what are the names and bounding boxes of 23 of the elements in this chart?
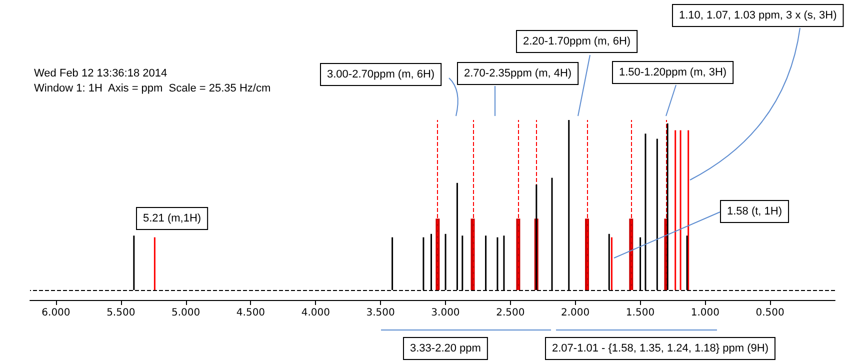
text: 1.50-1.20ppm (m, 3H)	[619, 66, 727, 78]
x-tick-label: 3.000	[431, 308, 460, 318]
text: 2.07-1.01 - {1.58, 1.35, 1.24, 1.18} ppm (9H)	[552, 342, 768, 354]
text: Wed Feb 12 13:36:18 2014	[34, 68, 168, 80]
x-tick-label: 5.500	[106, 308, 136, 318]
x-tick-label: 6.000	[42, 308, 70, 318]
text: 3.00-2.70ppm (m, 6H)	[327, 68, 435, 80]
x-tick-label: 4.000	[301, 308, 330, 318]
x-tick-label: 2.000	[561, 308, 590, 318]
annotation: 1.58 (t, 1H)	[727, 206, 782, 218]
x-tick-label: 0.500	[756, 308, 784, 318]
text: 3.33-2.20 ppm	[410, 342, 481, 354]
text: Window 1: 1H Axis = ppm Scale = 25.35 Hz/cm	[34, 82, 271, 94]
text: 1.10, 1.07, 1.03 ppm, 3 x (s, 3H)	[679, 10, 837, 22]
text: 2.70-2.35ppm (m, 4H)	[464, 68, 572, 80]
text: 2.20-1.70ppm (m, 6H)	[523, 36, 631, 48]
x-tick-label: 2.500	[496, 308, 525, 318]
x-tick-label: 1.500	[626, 308, 655, 318]
x-tick-label: 3.500	[366, 308, 395, 318]
x-tick-label: 5.000	[171, 308, 200, 318]
x-tick-label: 4.500	[236, 308, 266, 318]
x-tick-label: 1.000	[690, 308, 720, 318]
annotation: 5.21 (m,1H)	[143, 212, 202, 224]
